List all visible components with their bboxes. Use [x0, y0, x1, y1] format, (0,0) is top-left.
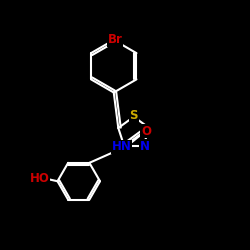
Text: Br: Br — [108, 33, 122, 46]
Text: O: O — [141, 125, 151, 138]
Text: HO: HO — [30, 172, 50, 185]
Text: N: N — [140, 140, 149, 153]
Text: S: S — [130, 109, 138, 122]
Text: HN: HN — [112, 140, 132, 153]
